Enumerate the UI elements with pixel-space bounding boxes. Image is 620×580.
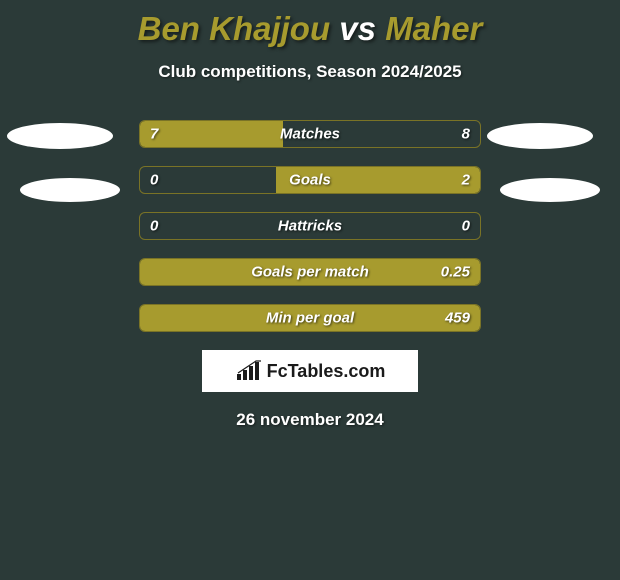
bar-right <box>140 305 480 331</box>
player-ellipse-top_right <box>487 123 593 149</box>
player1-name: Ben Khajjou <box>138 10 331 47</box>
bar-right <box>276 167 480 193</box>
stat-row: 78Matches <box>139 120 481 148</box>
rows-container: 78Matches02Goals00Hattricks0.25Goals per… <box>0 120 620 332</box>
bar-right <box>140 259 480 285</box>
player-ellipse-top_left <box>7 123 113 149</box>
brand-chart-icon <box>235 360 263 382</box>
stat-row: 0.25Goals per match <box>139 258 481 286</box>
player2-name: Maher <box>385 10 482 47</box>
value-left: 7 <box>150 126 158 143</box>
brand-text: FcTables.com <box>267 361 386 382</box>
vs-text: vs <box>339 10 376 47</box>
stat-row: 459Min per goal <box>139 304 481 332</box>
stat-row: 0 0Hattricks <box>139 212 481 240</box>
value-left: 0 <box>150 172 158 189</box>
player-ellipse-mid_left <box>20 178 120 202</box>
date-line: 26 november 2024 <box>0 410 620 430</box>
value-right: 2 <box>462 172 470 189</box>
brand-box: FcTables.com <box>202 350 418 392</box>
subtitle: Club competitions, Season 2024/2025 <box>0 62 620 82</box>
value-right: 459 <box>445 310 470 327</box>
value-right: 8 <box>462 126 470 143</box>
value-right: 0.25 <box>441 264 470 281</box>
bar-left <box>140 121 283 147</box>
stat-row: 02Goals <box>139 166 481 194</box>
chart-area: 78Matches02Goals00Hattricks0.25Goals per… <box>0 120 620 332</box>
player-ellipse-mid_right <box>500 178 600 202</box>
value-right: 0 <box>462 218 470 235</box>
value-left: 0 <box>150 218 158 235</box>
comparison-title: Ben Khajjou vs Maher <box>0 0 620 48</box>
stat-label: Hattricks <box>140 218 480 235</box>
